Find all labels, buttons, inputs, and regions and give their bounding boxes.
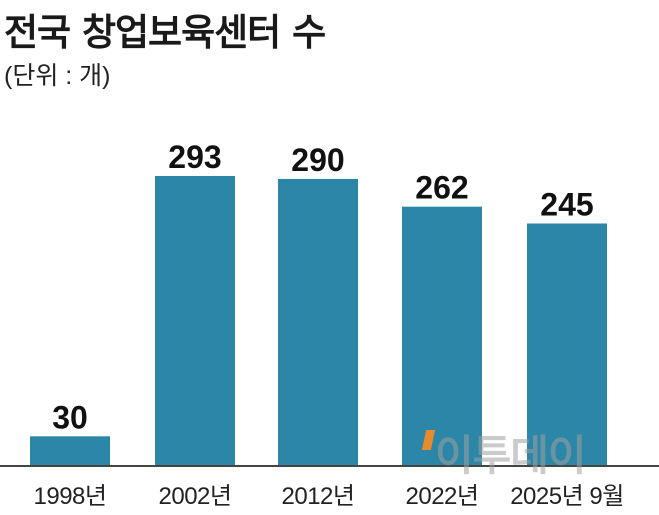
chart-title: 전국 창업보육센터 수	[4, 11, 326, 54]
watermark-text: 이투데이	[435, 431, 587, 480]
bar-1	[155, 175, 235, 467]
value-label-1: 293	[168, 139, 221, 175]
value-label-3: 262	[415, 170, 468, 206]
bar-2	[278, 178, 358, 466]
bar-4	[527, 223, 607, 466]
category-label-3: 2022년	[406, 483, 479, 510]
unit-label: (단위 : 개)	[4, 62, 111, 90]
value-label-4: 245	[540, 186, 593, 222]
bar-0	[30, 436, 110, 466]
category-label-2: 2012년	[282, 483, 355, 510]
value-label-0: 30	[52, 399, 88, 435]
category-label-4: 2025년 9월	[510, 483, 624, 510]
bar-3	[402, 206, 482, 466]
category-label-1: 2002년	[159, 483, 232, 510]
category-label-0: 1998년	[34, 483, 107, 510]
watermark-logo: 이투데이	[421, 422, 587, 483]
value-label-2: 290	[291, 142, 344, 178]
watermark-accent-icon	[421, 430, 436, 450]
